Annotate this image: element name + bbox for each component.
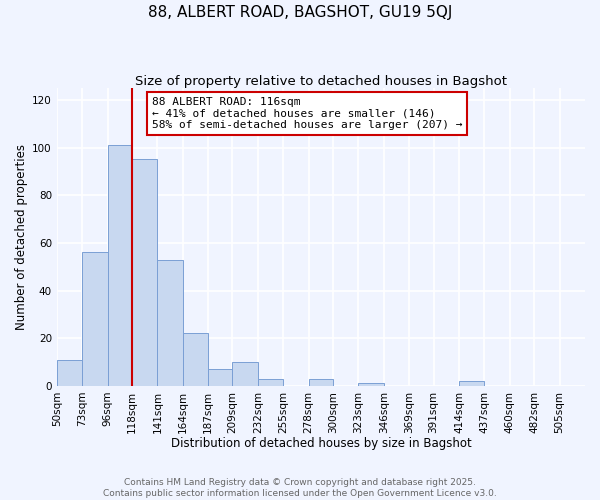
Title: Size of property relative to detached houses in Bagshot: Size of property relative to detached ho…	[135, 75, 507, 88]
Bar	[459, 381, 484, 386]
Bar	[358, 384, 384, 386]
Y-axis label: Number of detached properties: Number of detached properties	[15, 144, 28, 330]
Text: Contains HM Land Registry data © Crown copyright and database right 2025.
Contai: Contains HM Land Registry data © Crown c…	[103, 478, 497, 498]
Text: 88, ALBERT ROAD, BAGSHOT, GU19 5QJ: 88, ALBERT ROAD, BAGSHOT, GU19 5QJ	[148, 5, 452, 20]
Bar	[208, 369, 232, 386]
X-axis label: Distribution of detached houses by size in Bagshot: Distribution of detached houses by size …	[170, 437, 471, 450]
Bar	[183, 334, 208, 386]
Bar	[258, 378, 283, 386]
Bar	[232, 362, 258, 386]
Text: 88 ALBERT ROAD: 116sqm
← 41% of detached houses are smaller (146)
58% of semi-de: 88 ALBERT ROAD: 116sqm ← 41% of detached…	[152, 97, 463, 130]
Bar	[132, 160, 157, 386]
Bar	[107, 145, 132, 386]
Bar	[157, 260, 183, 386]
Bar	[82, 252, 107, 386]
Bar	[57, 360, 82, 386]
Bar	[309, 378, 333, 386]
